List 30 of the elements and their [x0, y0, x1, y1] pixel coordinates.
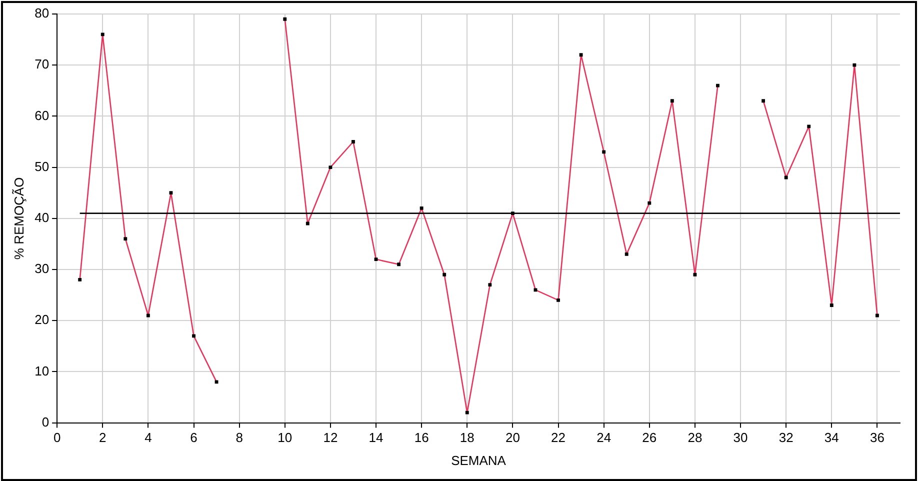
x-tick-label: 34	[824, 430, 839, 446]
x-tick-label: 24	[596, 430, 612, 446]
x-tick-label: 22	[551, 430, 566, 446]
x-tick-label: 28	[688, 430, 702, 446]
x-tick-label: 0	[53, 430, 61, 446]
x-tick-label: 2	[99, 430, 106, 446]
y-tick-label: 0	[42, 414, 50, 430]
x-tick-label: 30	[733, 430, 748, 446]
y-tick-label: 20	[34, 312, 50, 328]
y-tick-label: 60	[34, 108, 50, 123]
y-tick-label: 80	[34, 6, 50, 21]
x-tick-label: 4	[144, 430, 152, 446]
x-tick-label: 8	[236, 430, 243, 446]
x-tick-label: 18	[460, 430, 474, 446]
x-axis-title: SEMANA	[451, 452, 506, 468]
x-tick-label: 20	[505, 430, 520, 446]
x-tick-label: 12	[323, 430, 338, 446]
x-tick-label: 26	[642, 430, 657, 446]
x-tick-label: 16	[414, 430, 429, 446]
y-tick-label: 30	[34, 261, 50, 276]
y-tick-label: 10	[34, 363, 50, 378]
y-axis-title: % REMOÇÃO	[11, 177, 26, 260]
x-tick-label: 32	[778, 430, 794, 446]
x-tick-label: 6	[190, 430, 198, 446]
x-tick-label: 36	[870, 430, 884, 446]
x-tick-label: 10	[278, 430, 292, 446]
y-tick-label: 50	[34, 158, 50, 174]
y-tick-label: 70	[34, 56, 50, 72]
y-tick-label: 40	[34, 210, 50, 225]
x-tick-label: 14	[368, 430, 384, 446]
